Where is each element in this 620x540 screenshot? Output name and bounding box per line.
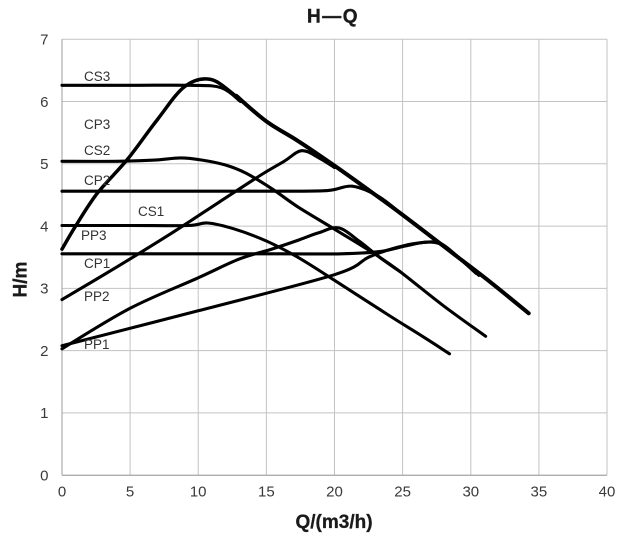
svg-text:1: 1: [40, 405, 48, 422]
svg-text:CS3: CS3: [84, 69, 110, 84]
svg-text:6: 6: [40, 94, 48, 111]
svg-text:35: 35: [531, 484, 548, 501]
svg-text:15: 15: [258, 484, 275, 501]
svg-text:H/m: H/m: [11, 262, 32, 298]
svg-text:5: 5: [126, 484, 134, 501]
svg-text:CS2: CS2: [84, 143, 110, 158]
svg-text:7: 7: [40, 32, 48, 49]
svg-text:CP2: CP2: [84, 173, 110, 188]
svg-text:PP3: PP3: [81, 228, 107, 243]
svg-text:CP1: CP1: [84, 256, 110, 271]
svg-text:2: 2: [40, 343, 48, 360]
svg-text:0: 0: [40, 468, 48, 485]
svg-text:30: 30: [462, 484, 479, 501]
svg-text:PP2: PP2: [84, 289, 110, 304]
svg-text:H—Q: H—Q: [307, 6, 359, 27]
svg-text:20: 20: [326, 484, 343, 501]
svg-text:3: 3: [40, 281, 48, 298]
svg-text:CP3: CP3: [84, 117, 110, 132]
svg-text:Q/(m3/h): Q/(m3/h): [295, 512, 372, 533]
svg-text:5: 5: [40, 156, 48, 173]
svg-text:0: 0: [58, 484, 66, 501]
svg-text:PP1: PP1: [84, 337, 110, 352]
svg-text:4: 4: [40, 218, 48, 235]
svg-text:40: 40: [599, 484, 616, 501]
svg-text:CS1: CS1: [138, 204, 164, 219]
svg-text:25: 25: [394, 484, 411, 501]
svg-text:10: 10: [190, 484, 207, 501]
